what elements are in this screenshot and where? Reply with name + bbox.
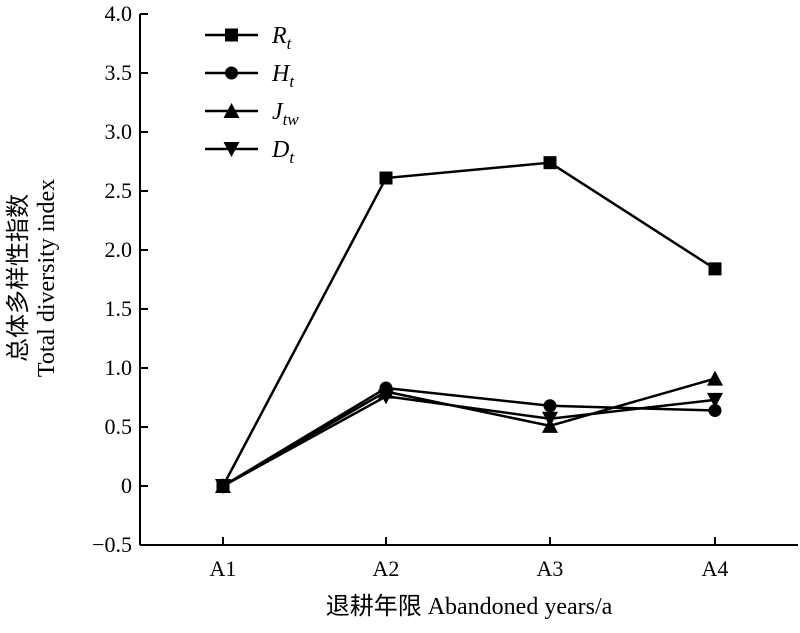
legend-label-Ht: Ht (271, 61, 295, 91)
data-point-Rt-A3 (543, 156, 557, 170)
legend-marker-Jtw (223, 103, 240, 118)
series-line-Dt (222, 395, 716, 488)
axes (139, 14, 798, 546)
y-tick-label: 1.0 (105, 355, 133, 380)
series-line-Rt (221, 161, 716, 487)
y-axis-ticks: −0.5 0 0.5 1.0 1.5 2.0 2.5 3.0 3.5 4.0 (92, 1, 148, 557)
y-tick-label: 0.5 (105, 414, 133, 439)
data-point-Dt-A1 (215, 479, 231, 494)
series-Jtw (215, 370, 723, 493)
data-point-Rt-A4 (708, 262, 722, 276)
data-point-Rt-A2 (379, 171, 393, 185)
legend-marker-Dt (223, 142, 240, 157)
y-tick-label: 3.0 (105, 119, 133, 144)
y-tick-label: 1.5 (105, 296, 133, 321)
legend-label-Dt: Dt (271, 137, 295, 167)
y-axis-label-cn: 总体多样性指数 (5, 194, 32, 362)
data-point-Dt-A4 (707, 392, 723, 408)
y-tick-label: 2.0 (105, 237, 133, 262)
data-point-Ht-A4 (708, 403, 722, 417)
series-Rt (216, 156, 722, 493)
y-tick-label: 3.5 (105, 60, 133, 85)
legend-marker-Rt (225, 28, 238, 42)
data-point-Ht-A3 (543, 399, 557, 413)
data-point-Dt-A3 (542, 411, 558, 427)
series-line-Jtw (222, 377, 716, 488)
series-Dt (215, 389, 723, 494)
legend-label-Rt: Rt (271, 23, 293, 53)
data-point-Jtw-A4 (707, 370, 723, 386)
legend-marker-Ht (225, 66, 238, 80)
x-tick-label: A4 (702, 556, 729, 581)
legend-label-Jtw: Jtw (272, 99, 299, 129)
x-axis-label: 退耕年限 Abandoned years/a (326, 593, 613, 620)
series-group (215, 156, 723, 494)
data-point-Dt-A2 (378, 389, 394, 405)
y-tick-label: 4.0 (105, 1, 133, 26)
y-tick-label: −0.5 (92, 532, 132, 557)
x-tick-label: A3 (537, 556, 564, 581)
legend: Rt Ht Jtw Dt (205, 23, 299, 167)
x-axis-ticks: A1 A2 A3 A4 (210, 537, 729, 581)
y-tick-label: 2.5 (105, 178, 133, 203)
x-tick-label: A2 (373, 556, 400, 581)
series-line-Ht (222, 386, 716, 488)
x-tick-label: A1 (210, 556, 237, 581)
y-axis-label-en: Total diversity index (34, 179, 60, 377)
y-tick-label: 0 (121, 473, 132, 498)
